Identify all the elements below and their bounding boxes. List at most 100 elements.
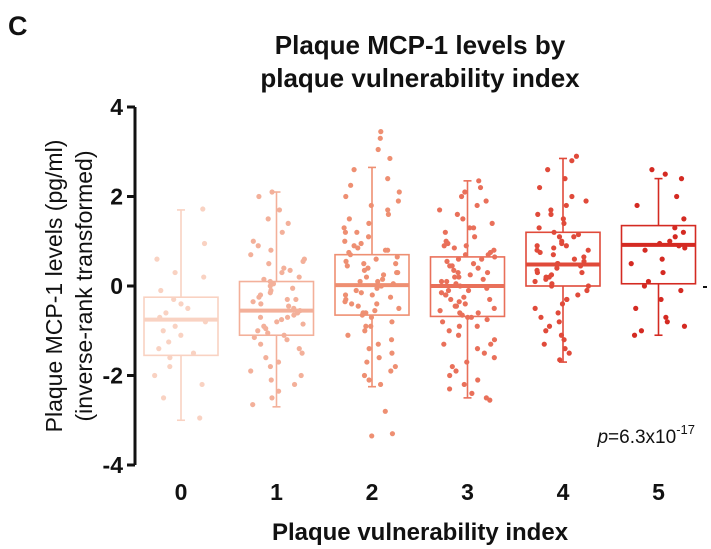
- data-point-1-1: [256, 193, 262, 200]
- data-point-4-53: [534, 269, 541, 276]
- data-point-3-27: [484, 269, 491, 276]
- data-point-5-4: [634, 202, 640, 209]
- data-point-1-5: [279, 229, 285, 235]
- data-point-0-23: [197, 415, 203, 421]
- data-point-3-80: [452, 274, 458, 280]
- data-point-0-13: [160, 328, 166, 334]
- data-point-2-24: [347, 252, 354, 258]
- data-point-1-13: [279, 269, 285, 276]
- data-point-3-53: [491, 337, 498, 343]
- data-point-2-76: [393, 261, 399, 267]
- x-tick-label-2: 2: [366, 479, 379, 505]
- data-point-4-40: [559, 301, 566, 307]
- data-point-3-69: [487, 296, 493, 303]
- data-point-5-25: [638, 328, 645, 334]
- y-tick-label-3: -2: [103, 363, 123, 389]
- data-point-4-54: [585, 247, 591, 253]
- data-point-4-9: [548, 211, 554, 217]
- data-point-3-20: [492, 254, 498, 260]
- y-tick-label-4: -4: [103, 452, 124, 478]
- p-value-annotation: p=6.3x10-17: [596, 422, 695, 448]
- data-point-3-51: [446, 328, 452, 334]
- data-point-4-60: [534, 243, 540, 249]
- data-point-2-54: [368, 323, 374, 329]
- data-point-4-44: [556, 319, 562, 325]
- data-point-0-18: [167, 355, 173, 361]
- data-point-2-71: [394, 269, 400, 276]
- data-point-5-8: [672, 234, 678, 240]
- y-tick-label-1: 2: [110, 184, 123, 210]
- data-point-3-35: [465, 287, 472, 294]
- data-point-1-32: [284, 314, 291, 320]
- data-point-0-20: [152, 372, 158, 379]
- data-point-1-8: [268, 247, 274, 253]
- data-point-3-31: [444, 278, 450, 285]
- data-point-5-20: [658, 296, 664, 303]
- data-point-3-64: [446, 386, 453, 392]
- data-point-0-14: [178, 332, 184, 338]
- p-value-text: =6.3x10: [608, 427, 676, 448]
- data-point-3-30: [480, 276, 486, 282]
- data-point-1-59: [251, 334, 257, 341]
- box-5: [620, 224, 697, 285]
- data-point-4-46: [543, 328, 549, 334]
- data-point-3-16: [451, 245, 457, 251]
- data-point-1-45: [263, 355, 269, 361]
- data-point-0-16: [156, 346, 162, 352]
- data-point-5-16: [660, 269, 666, 276]
- data-point-1-4: [285, 220, 291, 226]
- data-point-2-62: [364, 359, 370, 365]
- data-point-1-25: [250, 299, 256, 305]
- data-point-3-23: [470, 261, 477, 267]
- data-point-4-48: [561, 337, 567, 343]
- data-point-4-15: [571, 234, 577, 240]
- data-point-2-58: [375, 341, 381, 347]
- data-point-3-63: [461, 381, 467, 388]
- data-point-1-58: [300, 258, 306, 264]
- data-point-3-12: [472, 234, 478, 240]
- data-point-4-58: [564, 296, 570, 303]
- data-point-3-76: [467, 225, 473, 231]
- data-point-3-41: [462, 301, 468, 307]
- data-point-4-17: [559, 240, 565, 247]
- chart-title-line-1: Plaque MCP-1 levels by: [275, 30, 566, 60]
- data-point-0-7: [178, 301, 184, 307]
- data-point-4-6: [583, 198, 589, 204]
- data-point-2-73: [385, 247, 391, 253]
- data-point-1-0: [269, 189, 275, 195]
- data-point-2-5: [385, 176, 391, 182]
- data-point-2-61: [376, 355, 382, 361]
- data-point-2-70: [369, 433, 375, 439]
- data-point-1-53: [269, 395, 275, 401]
- data-point-3-62: [475, 377, 481, 383]
- data-point-2-75: [342, 229, 349, 235]
- data-point-2-25: [394, 254, 400, 260]
- data-point-3-47: [465, 314, 471, 320]
- data-point-1-38: [255, 328, 261, 334]
- data-point-4-30: [579, 269, 585, 276]
- data-point-4-2: [545, 167, 551, 173]
- data-point-4-57: [585, 283, 592, 289]
- data-point-5-1: [662, 171, 668, 177]
- data-point-2-1: [377, 135, 383, 141]
- data-point-4-5: [569, 193, 575, 200]
- data-point-1-7: [255, 243, 261, 249]
- data-point-4-0: [573, 153, 580, 159]
- data-point-2-11: [385, 207, 391, 213]
- data-point-5-14: [659, 256, 665, 262]
- data-point-1-52: [275, 388, 282, 394]
- data-point-4-11: [561, 220, 567, 226]
- data-point-5-13: [642, 247, 648, 253]
- data-point-2-57: [388, 337, 395, 343]
- data-point-5-5: [681, 216, 687, 222]
- data-point-5-23: [664, 319, 670, 325]
- data-point-0-4: [201, 274, 207, 280]
- data-point-2-63: [392, 363, 398, 370]
- data-point-3-50: [456, 323, 462, 329]
- data-point-1-6: [250, 238, 256, 244]
- panel-label: C: [8, 11, 28, 41]
- data-point-4-13: [551, 229, 557, 235]
- y-axis-label-line-1: Plaque MCP-1 levels (pg/ml): [41, 140, 67, 433]
- data-point-3-65: [469, 390, 475, 396]
- data-point-2-33: [380, 272, 387, 278]
